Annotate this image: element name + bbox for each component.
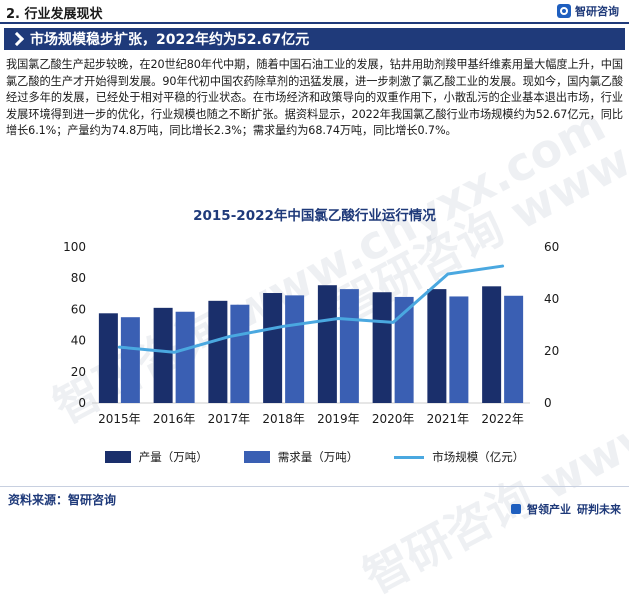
chevron-right-icon [9,31,25,47]
y-right-tick-label: 60 [544,240,559,254]
y-left-tick-label: 20 [71,365,86,379]
legend-label-demand: 需求量（万吨） [277,450,359,464]
bar-production [153,307,173,403]
bar-production [372,292,392,403]
y-right-tick-label: 20 [544,344,559,358]
legend-label-production: 产量（万吨） [138,450,208,464]
bar-demand [504,295,524,403]
x-tick-label: 2019年 [317,412,360,426]
x-tick-label: 2017年 [208,412,251,426]
footer-right: 研判未来 [577,503,621,516]
legend-swatch-demand [243,451,270,463]
legend-swatch-production [104,451,131,463]
bar-demand [339,289,359,403]
legend-label-market-size: 市场规模（亿元） [432,450,525,464]
bar-demand [285,295,305,403]
source-note: 资料来源：智研咨询 [8,493,117,507]
footer-left: 智领产业 [527,503,571,516]
brand-logo-icon [557,4,571,18]
bar-production [427,289,447,403]
bar-demand [175,311,195,403]
legend-swatch-market-size [394,455,425,459]
x-tick-label: 2015年 [98,412,141,426]
chart-legend: 产量（万吨） 需求量（万吨） 市场规模（亿元） [0,449,629,465]
x-tick-label: 2020年 [372,412,415,426]
legend-item-market-size: 市场规模（亿元） [394,449,524,465]
bar-demand [449,296,469,403]
y-left-tick-label: 80 [71,271,86,285]
y-right-tick-label: 0 [544,396,552,410]
bar-demand [394,296,414,403]
y-right-tick-label: 40 [544,292,559,306]
body-paragraph: 我国氯乙酸生产起步较晚，在20世纪80年代中期，随着中国石油工业的发展，钻井用助… [6,58,623,138]
chart-title: 2015-2022年中国氯乙酸行业运行情况 [193,208,436,224]
brand-name: 智研咨询 [575,5,619,18]
top-bar: 2. 行业发展现状 智研咨询 [0,0,629,22]
bar-production [482,286,502,403]
bar-production [208,300,228,403]
x-tick-label: 2021年 [427,412,470,426]
brand: 智研咨询 [557,3,619,19]
bar-production [317,285,337,403]
y-left-tick-label: 0 [78,396,86,410]
bar-production [263,293,283,403]
chart: 0 20 40 60 80 100 0 20 40 60 2015年 2016年 2017年 2018年 2… [63,240,559,426]
top-rule [0,22,629,24]
legend-item-production: 产量（万吨） [104,449,208,465]
bar-demand [120,317,140,403]
line-market-size [117,264,505,354]
x-tick-label: 2016年 [153,412,196,426]
y-left-tick-label: 60 [71,302,86,316]
x-tick-label: 2018年 [262,412,305,426]
section-title: 2. 行业发展现状 [6,7,103,22]
x-tick-label: 2022年 [481,412,524,426]
headline-banner: 市场规模稳步扩张，2022年约为52.67亿元 [4,28,625,50]
bar-demand [230,304,250,403]
y-left-tick-label: 100 [63,240,86,254]
footer-logo-icon [511,504,521,514]
bar-production [98,313,118,403]
footer-brand: 智领产业 研判未来 [511,501,621,517]
bottom-rule [0,486,629,487]
y-left-tick-label: 40 [71,334,86,348]
legend-item-demand: 需求量（万吨） [243,449,359,465]
headline-text: 市场规模稳步扩张，2022年约为52.67亿元 [30,32,310,48]
